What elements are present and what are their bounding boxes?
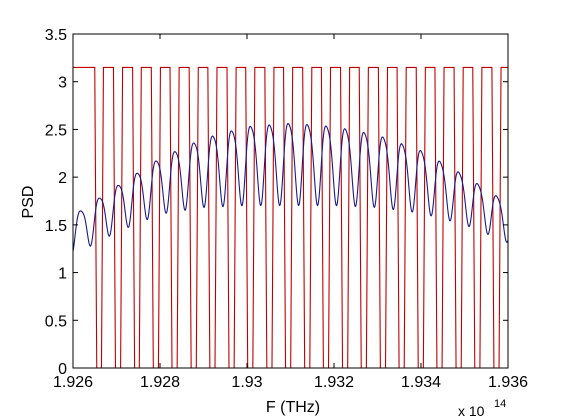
series-group [73, 66, 508, 368]
y-tick-label: 1.5 [45, 218, 67, 235]
x-tick-label: 1.928 [140, 374, 180, 391]
y-tick-label: 2 [58, 170, 67, 187]
axes-box [72, 33, 509, 369]
x-tick-label: 1.936 [488, 374, 528, 391]
x-axis-exponent: 14 [494, 398, 506, 410]
series-blue-psd-curve [73, 122, 508, 252]
x-axis-label: F (THz) [266, 399, 320, 416]
y-tick-label: 3.5 [45, 27, 67, 44]
x-tick-label: 1.934 [401, 374, 441, 391]
y-tick-label: 3 [58, 75, 67, 92]
y-tick-label: 0.5 [45, 313, 67, 330]
series-red-square-wave [73, 66, 508, 368]
x-tick-label: 1.926 [53, 374, 93, 391]
y-tick-label: 1 [58, 266, 67, 283]
x-axis-multiplier: x 10 [458, 403, 485, 419]
ticks-layer: 1.926 1.928 1.93 1.932 1.934 1.936 0 0.5 1 1.5 2 2.… [45, 27, 528, 391]
plot-area [72, 33, 509, 369]
x-tick-label: 1.93 [231, 374, 262, 391]
y-tick-label: 2.5 [45, 122, 67, 139]
y-tick-label: 0 [58, 361, 67, 378]
y-axis-label: PSD [20, 186, 37, 219]
x-tick-label: 1.932 [314, 374, 354, 391]
